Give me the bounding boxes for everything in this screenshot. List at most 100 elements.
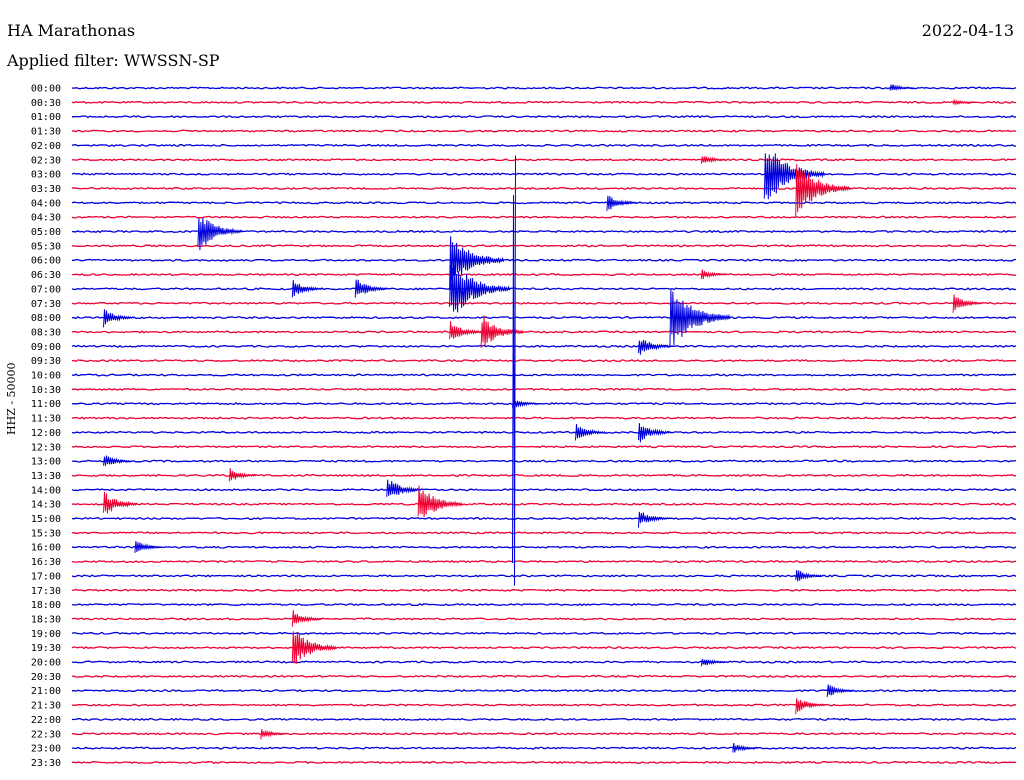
event-mark xyxy=(826,684,855,697)
trace-line xyxy=(72,158,1017,162)
trace-line xyxy=(71,459,1017,463)
trace-line xyxy=(71,574,1017,578)
trace-line xyxy=(71,373,1017,377)
trace-line xyxy=(71,387,1017,391)
tick-label: 12:00 xyxy=(31,428,61,439)
trace-line xyxy=(71,660,1017,664)
event-mark xyxy=(480,315,524,348)
trace-line xyxy=(71,129,1017,133)
trace-line xyxy=(72,689,1017,693)
event-mark xyxy=(260,729,287,740)
tick-label: 07:30 xyxy=(31,299,61,310)
date-label: 2022-04-13 xyxy=(921,21,1014,40)
event-mark xyxy=(291,610,323,627)
trace-line xyxy=(71,359,1017,363)
event-mark xyxy=(637,423,671,443)
trace-line xyxy=(71,545,1017,549)
event-mark xyxy=(952,294,984,313)
tick-label: 21:30 xyxy=(31,701,61,712)
tick-label: 01:00 xyxy=(31,112,61,123)
event-mark xyxy=(291,280,323,298)
event-mark xyxy=(134,540,163,553)
trace-line xyxy=(71,287,1017,291)
tick-label: 04:30 xyxy=(31,213,61,224)
event-mark xyxy=(512,399,538,408)
event-mark xyxy=(354,279,388,298)
tick-label: 15:00 xyxy=(31,514,61,525)
tick-label: 15:30 xyxy=(31,528,61,539)
trace-line xyxy=(71,100,1017,104)
tick-label: 03:30 xyxy=(31,184,61,195)
tick-label: 23:30 xyxy=(31,758,61,769)
event-mark xyxy=(889,84,915,92)
event-mark xyxy=(417,485,463,518)
trace-line xyxy=(71,330,1017,334)
tick-label: 00:30 xyxy=(31,98,61,109)
tick-label: 14:00 xyxy=(31,485,61,496)
event-mark xyxy=(795,569,823,582)
event-mark xyxy=(795,164,851,218)
trace-line xyxy=(71,617,1017,621)
event-mark xyxy=(575,423,606,441)
tick-label: 20:00 xyxy=(31,658,61,669)
traces xyxy=(71,86,1017,765)
tick-label: 07:00 xyxy=(31,284,61,295)
trace-line xyxy=(71,430,1017,434)
event-mark xyxy=(952,98,975,106)
tick-label: 05:00 xyxy=(31,227,61,238)
filter-label: Applied filter: WWSSN-SP xyxy=(7,51,220,70)
trace-line xyxy=(71,215,1016,219)
tick-label: 11:30 xyxy=(31,414,61,425)
trace-line xyxy=(71,143,1017,148)
tick-label: 04:00 xyxy=(31,198,61,209)
tick-label: 18:00 xyxy=(31,600,61,611)
trace-line xyxy=(71,760,1017,765)
event-mark xyxy=(291,631,337,664)
trace-line xyxy=(72,746,1017,750)
tick-label: 02:00 xyxy=(31,141,61,152)
tick-label: 17:00 xyxy=(31,571,61,582)
events xyxy=(103,84,984,753)
trace-line xyxy=(71,416,1016,420)
tick-labels: 00:00 00:30 01:00 01:30 02:00 02:30 03:00 03:30… xyxy=(31,84,61,769)
station-title: HA Marathonas xyxy=(7,21,136,40)
event-mark xyxy=(103,309,134,328)
event-mark xyxy=(386,479,422,497)
tick-label: 05:30 xyxy=(31,241,61,252)
tick-label: 14:30 xyxy=(31,500,61,511)
spike-mark xyxy=(512,155,516,586)
tick-label: 21:00 xyxy=(31,686,61,697)
event-mark xyxy=(637,340,671,355)
trace-line xyxy=(71,732,1017,736)
trace-line xyxy=(72,244,1017,248)
tick-label: 18:30 xyxy=(31,614,61,625)
event-mark xyxy=(197,217,243,251)
tick-label: 08:30 xyxy=(31,327,61,338)
tick-label: 22:00 xyxy=(31,715,61,726)
event-mark xyxy=(763,153,825,200)
trace-line xyxy=(71,603,1017,607)
trace-line xyxy=(71,186,1017,190)
tick-label: 17:30 xyxy=(31,586,61,597)
tick-label: 03:00 xyxy=(31,170,61,181)
trace-line xyxy=(71,674,1017,678)
trace-line xyxy=(71,201,1017,205)
event-mark xyxy=(637,511,669,528)
trace-line xyxy=(71,646,1017,650)
tick-label: 19:00 xyxy=(31,629,61,640)
trace-line xyxy=(71,273,1017,277)
trace-line xyxy=(71,315,1017,320)
tick-label: 16:30 xyxy=(31,557,61,568)
tick-label: 22:30 xyxy=(31,729,61,740)
tick-label: 16:00 xyxy=(31,543,61,554)
tick-label: 11:00 xyxy=(31,399,61,410)
tick-label: 10:30 xyxy=(31,385,61,396)
event-mark xyxy=(795,698,827,715)
trace-line xyxy=(71,588,1017,592)
event-mark xyxy=(700,269,727,280)
event-mark xyxy=(103,455,131,466)
event-mark xyxy=(700,659,727,667)
tick-label: 23:00 xyxy=(31,744,61,755)
trace-line xyxy=(71,703,1017,707)
